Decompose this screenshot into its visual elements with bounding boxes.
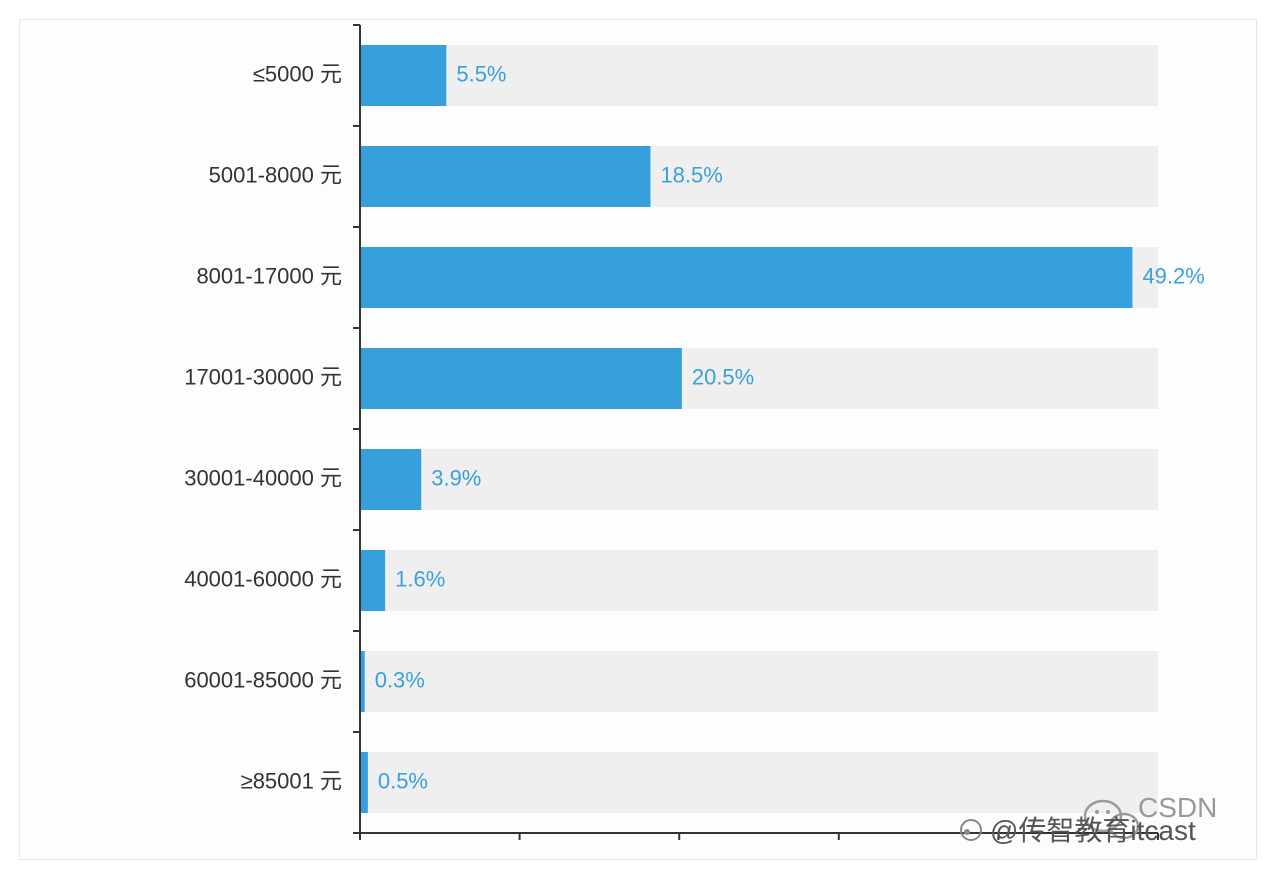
watermark-account: @传智教育itcast [990,815,1196,846]
value-label: 5.5% [456,61,506,86]
bar [360,449,422,510]
category-label: 8001-17000 元 [196,263,342,288]
bar [360,550,386,611]
value-label: 20.5% [692,364,754,389]
value-label: 49.2% [1142,263,1204,288]
category-label: 30001-40000 元 [184,465,342,490]
category-label: 60001-85000 元 [184,667,342,692]
bar [360,45,447,106]
bar [360,752,368,813]
value-label: 18.5% [660,162,722,187]
bar-background [360,651,1158,712]
watermark-brand: CSDN [1138,792,1217,823]
value-label: 1.6% [395,566,445,591]
bar [360,247,1133,308]
category-label: ≤5000 元 [253,61,342,86]
bar-background [360,45,1158,106]
watermark: CSDN @传智教育itcast [960,792,1217,846]
bar-background [360,550,1158,611]
bar [360,146,651,207]
category-label: 17001-30000 元 [184,364,342,389]
bar-background [360,752,1158,813]
category-label: 5001-8000 元 [209,162,342,187]
value-label: 3.9% [431,465,481,490]
value-label: 0.3% [375,667,425,692]
bar-background [360,449,1158,510]
bar [360,651,365,712]
category-label: ≥85001 元 [241,768,342,793]
category-label: 40001-60000 元 [184,566,342,591]
wechat-icon [1083,799,1140,840]
bar [360,348,682,409]
value-label: 0.5% [378,768,428,793]
weibo-icon [960,819,982,841]
